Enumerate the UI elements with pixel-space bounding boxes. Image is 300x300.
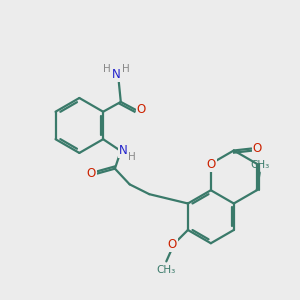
Text: H: H <box>128 152 136 162</box>
Text: O: O <box>168 238 177 251</box>
Text: H: H <box>122 64 130 74</box>
Text: CH₃: CH₃ <box>157 265 176 275</box>
Text: O: O <box>87 167 96 180</box>
Text: O: O <box>137 103 146 116</box>
Text: N: N <box>119 143 128 157</box>
Text: N: N <box>112 68 120 81</box>
Text: H: H <box>103 64 111 74</box>
Text: O: O <box>206 158 215 171</box>
Text: O: O <box>253 142 262 155</box>
Text: CH₃: CH₃ <box>250 160 269 170</box>
